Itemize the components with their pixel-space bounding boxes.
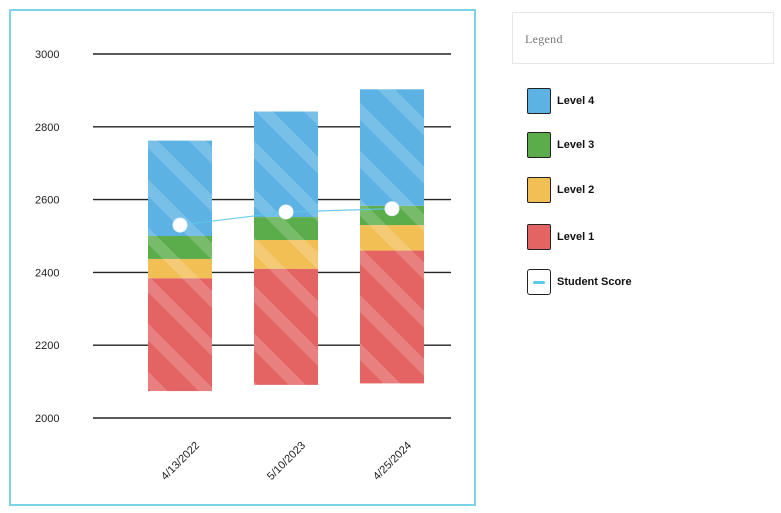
legend-label-level-3: Level 3 [557, 139, 595, 151]
y-tick-label-2400: 2400 [35, 267, 59, 279]
bar-sheen-level-4-2 [254, 111, 318, 218]
x-tick-label-1: 4/13/2022 [159, 440, 202, 483]
bar-sheen-level-2-2 [254, 240, 318, 269]
y-tick-label-2800: 2800 [35, 122, 59, 134]
legend-label-level-1: Level 1 [557, 231, 595, 243]
bar-sheen-level-3-2 [254, 217, 318, 241]
legend-label-level-4: Level 4 [557, 95, 595, 107]
legend-item-student-score: Student Score [527, 267, 632, 297]
legend-swatch-level-3 [527, 132, 551, 158]
stacked-bar-chart: 2000 2200 2400 2600 2800 3000 4/13/2022 5/10/2… [35, 49, 451, 483]
student-score-point-1 [172, 217, 188, 233]
legend-swatch-level-4 [527, 88, 551, 114]
bar-sheen-level-1-3 [360, 250, 424, 384]
legend-swatch-level-2 [527, 177, 551, 203]
y-tick-label-2200: 2200 [35, 340, 59, 352]
line-marker-icon [527, 269, 551, 295]
legend-item-level-4: Level 4 [527, 86, 594, 116]
bar-sheen-level-1-1 [148, 278, 212, 392]
x-tick-label-2: 5/10/2023 [265, 440, 308, 483]
bar-sheen-level-2-1 [148, 258, 212, 279]
bar-sheen-level-2-3 [360, 225, 424, 251]
legend-label-level-2: Level 2 [557, 184, 595, 196]
y-tick-label-3000: 3000 [35, 49, 59, 61]
legend-swatch-level-1 [527, 224, 551, 250]
legend-label-student-score: Student Score [557, 276, 632, 288]
y-tick-label-2600: 2600 [35, 195, 59, 207]
x-tick-label-3: 4/25/2024 [371, 440, 414, 483]
bar-sheen-level-1-2 [254, 268, 318, 385]
legend-item-level-3: Level 3 [527, 130, 594, 160]
legend-item-level-2: Level 2 [527, 175, 594, 205]
student-score-point-3 [384, 201, 400, 217]
bar-sheen-level-4-3 [360, 89, 424, 206]
legend-item-level-1: Level 1 [527, 222, 594, 252]
chart-panel: 2000 2200 2400 2600 2800 3000 4/13/2022 5/10/2… [9, 9, 476, 506]
y-tick-label-2000: 2000 [35, 413, 59, 425]
bar-sheen-level-3-1 [148, 236, 212, 259]
legend-title: Legend [525, 32, 563, 46]
legend-header: Legend [512, 12, 774, 64]
student-score-point-2 [278, 204, 294, 220]
